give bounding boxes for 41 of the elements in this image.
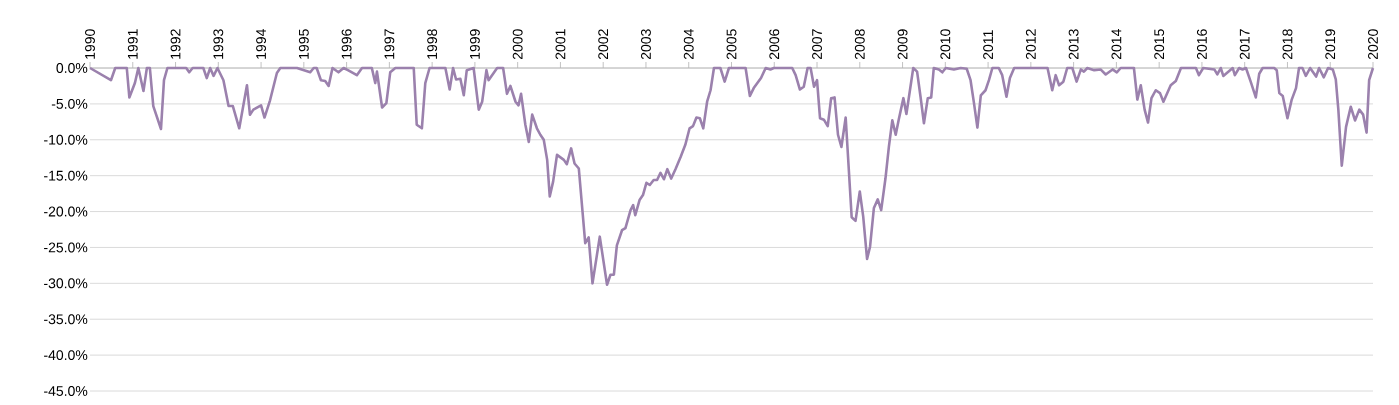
y-tick-label: -25.0%	[44, 242, 88, 253]
x-tick-label: 2013	[1068, 29, 1079, 60]
y-tick-label: -20.0%	[44, 206, 88, 217]
x-tick-label: 1993	[213, 29, 224, 59]
x-tick-label: 2006	[769, 29, 780, 60]
x-tick-label: 2011	[983, 30, 994, 60]
y-tick-label: -40.0%	[44, 350, 88, 361]
x-tick-label: 2005	[726, 29, 737, 60]
x-tick-label: 1999	[469, 29, 480, 59]
y-tick-label: -35.0%	[44, 314, 88, 325]
x-tick-label: 2004	[683, 29, 694, 60]
x-tick-label: 2009	[897, 29, 908, 60]
x-tick-label: 2003	[641, 29, 651, 60]
x-tick-label: 2010	[940, 29, 951, 60]
x-tick-label: 2007	[812, 29, 822, 60]
x-tick-label: 1995	[298, 29, 309, 59]
x-tick-label: 1998	[427, 29, 438, 59]
x-tick-label: 1997	[384, 29, 395, 59]
x-tick-label: 1990	[85, 29, 95, 59]
x-tick-label: 2014	[1111, 29, 1122, 60]
x-tick-label: 2012	[1025, 29, 1036, 60]
x-tick-label: 1992	[170, 29, 181, 59]
y-tick-label: -30.0%	[44, 278, 88, 289]
y-tick-label: -15.0%	[44, 170, 88, 181]
x-tick-label: 1994	[256, 29, 267, 59]
y-tick-label: -10.0%	[44, 134, 88, 145]
x-tick-label: 1996	[341, 29, 352, 59]
x-tick-label: 2020	[1368, 29, 1378, 60]
x-tick-label: 2000	[512, 29, 523, 60]
x-tick-label: 1991	[127, 29, 138, 59]
x-tick-label: 2001	[555, 29, 566, 60]
x-tick-label: 2019	[1325, 29, 1336, 60]
y-tick-label: -45.0%	[44, 386, 88, 396]
x-tick-label: 2015	[1154, 29, 1165, 60]
x-tick-label: 2018	[1282, 29, 1293, 60]
y-tick-label: 0.0%	[56, 63, 88, 73]
y-tick-label: -5.0%	[51, 98, 88, 109]
x-tick-label: 2008	[854, 29, 865, 60]
x-tick-label: 2002	[598, 29, 609, 60]
x-tick-label: 2017	[1239, 29, 1250, 60]
x-tick-label: 2016	[1196, 29, 1207, 60]
